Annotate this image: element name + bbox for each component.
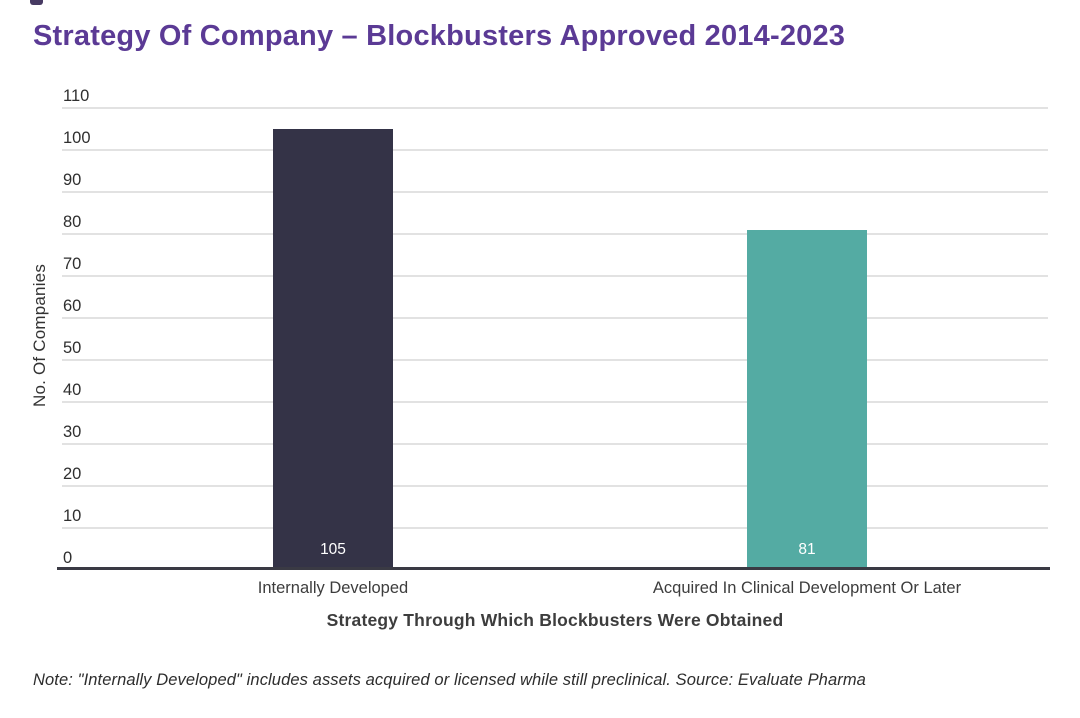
y-tick-label-40: 40 bbox=[63, 381, 82, 399]
gridline-y90 bbox=[62, 191, 1048, 193]
y-tick-label-10: 10 bbox=[63, 507, 82, 525]
x-tick-label-2: Acquired In Clinical Development Or Late… bbox=[652, 579, 962, 597]
bar-acquired-in-clinical-development-or-later: 81 bbox=[747, 229, 867, 567]
y-tick-label-90: 90 bbox=[63, 171, 82, 189]
x-tick-label-1: Internally Developed bbox=[257, 579, 409, 597]
gridline-y10 bbox=[62, 527, 1048, 529]
gridline-y70 bbox=[62, 275, 1048, 277]
x-axis-line bbox=[57, 567, 1050, 570]
y-tick-label-70: 70 bbox=[63, 255, 82, 273]
chart-title: Strategy Of Company – Blockbusters Appro… bbox=[33, 20, 846, 52]
x-axis-title: Strategy Through Which Blockbusters Were… bbox=[326, 610, 784, 630]
gridline-y80 bbox=[62, 233, 1048, 235]
y-tick-label-50: 50 bbox=[63, 339, 82, 357]
y-tick-label-60: 60 bbox=[63, 297, 82, 315]
gridline-y20 bbox=[62, 485, 1048, 487]
footnote: Note: "Internally Developed" includes as… bbox=[33, 671, 866, 689]
bar-value-label: 105 bbox=[320, 541, 346, 558]
y-tick-label-20: 20 bbox=[63, 465, 82, 483]
bar-value-label: 81 bbox=[798, 540, 816, 558]
y-tick-label-30: 30 bbox=[63, 423, 82, 441]
plot-area: 110 100 90 80 70 60 50 40 30 20 10 0 105 81 bbox=[57, 87, 1050, 570]
y-axis-title: No. Of Companies bbox=[30, 263, 49, 407]
y-tick-label-80: 80 bbox=[63, 213, 82, 231]
gridline-y50 bbox=[62, 359, 1048, 361]
gridline-y60 bbox=[62, 317, 1048, 319]
bar-internally-developed: 105 bbox=[273, 129, 393, 567]
y-tick-label-110: 110 bbox=[63, 87, 90, 105]
top-edge-mark bbox=[30, 0, 43, 5]
y-tick-label-0: 0 bbox=[63, 549, 73, 567]
y-tick-label-100: 100 bbox=[63, 129, 91, 147]
gridline-y30 bbox=[62, 443, 1048, 445]
gridline-y100 bbox=[62, 149, 1048, 151]
gridline-y110 bbox=[62, 107, 1048, 109]
gridline-y40 bbox=[62, 401, 1048, 403]
